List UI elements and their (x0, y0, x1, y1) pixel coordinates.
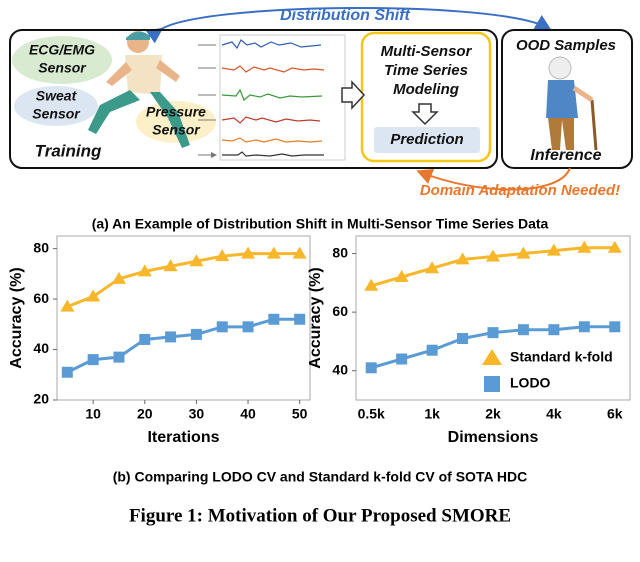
point (139, 333, 151, 345)
x-axis-title: Iterations (147, 429, 219, 446)
point (455, 252, 470, 265)
point (517, 324, 529, 336)
signals (198, 34, 439, 160)
y-tick-label: 60 (33, 290, 49, 306)
legend-label: Standard k-fold (510, 349, 613, 365)
x-tick-label: 2k (485, 406, 501, 422)
y-tick-label: 40 (332, 361, 348, 377)
point (111, 271, 126, 284)
figure-caption: Figure 1: Motivation of Our Proposed SMO… (129, 505, 511, 526)
point (609, 321, 621, 333)
elder (546, 56, 598, 151)
point (165, 331, 177, 343)
plot-frame (355, 235, 631, 401)
diagram-label: Domain Adaptation Needed! (420, 182, 620, 199)
diagram-label: ECG/EMG (29, 42, 95, 58)
y-tick-label: 40 (33, 340, 49, 356)
charts: 20 40 60 80 10 20 30 40 50 Iterations Accuracy (%)… (8, 235, 631, 446)
x-tick-label: 0.5k (358, 406, 385, 422)
x-tick-label: 1k (424, 406, 440, 422)
y-tick-label: 60 (332, 303, 348, 319)
point (577, 240, 592, 253)
runner (88, 31, 190, 148)
legend-label: LODO (510, 375, 551, 391)
x-tick-label: 40 (240, 406, 256, 422)
x-axis-title: Dimensions (448, 429, 539, 446)
training-box (9, 29, 498, 169)
point (189, 254, 204, 267)
diagram-label: OOD Samples (516, 37, 616, 54)
legend-marker (484, 376, 500, 392)
y-tick-label: 80 (332, 244, 348, 260)
point (365, 362, 377, 374)
prediction-box (374, 127, 480, 153)
caption: (a) An Example of Distribution Shift in … (92, 216, 549, 232)
x-tick-label: 4k (546, 406, 562, 422)
diagram-label: Sweat (36, 88, 78, 104)
x-tick-label: 20 (137, 406, 153, 422)
sensor-bubble (12, 36, 112, 84)
sensor-bubble (14, 86, 98, 126)
point (241, 246, 256, 259)
diagram-label: Prediction (390, 131, 463, 148)
diagram-label: Sensor (32, 106, 81, 122)
point (292, 246, 307, 259)
shift-label: Distribution Shift (280, 7, 410, 24)
point (87, 354, 99, 366)
adaptation-arrow (416, 167, 571, 191)
point (487, 327, 499, 339)
x-tick-label: 6k (607, 406, 623, 422)
y-tick-label: 20 (33, 391, 49, 407)
diagram-text: ECG/EMG Sensor Sweat Sensor Pressure Sensor Mu… (29, 37, 620, 199)
series-line (66, 317, 300, 374)
point (61, 366, 73, 378)
point (137, 264, 152, 277)
y-axis-title: Accuracy (%) (8, 267, 25, 368)
y-axis-title: Accuracy (%) (307, 267, 324, 368)
point (486, 249, 500, 262)
point (426, 344, 438, 356)
x-tick-label: 30 (189, 406, 205, 422)
shift-arrow (145, 6, 552, 44)
point (607, 240, 622, 253)
point (60, 299, 75, 312)
ood-box (501, 29, 633, 169)
diagram-label: Multi-Sensor (381, 43, 473, 60)
x-tick-label: 10 (85, 406, 101, 422)
point (396, 353, 408, 365)
diagram-label: Modeling (393, 81, 459, 98)
y-tick-label: 80 (33, 239, 49, 255)
diagram-label: Pressure (146, 104, 206, 120)
point (294, 313, 306, 325)
diagram: Distribution Shift (9, 6, 633, 191)
point (516, 246, 531, 259)
caption: (b) Comparing LODO CV and Standard k-fol… (113, 469, 528, 485)
legend-marker (482, 349, 502, 365)
series-line (66, 252, 300, 309)
diagram-label: Sensor (38, 60, 87, 76)
point (242, 321, 254, 333)
point (268, 313, 280, 325)
point (113, 351, 125, 363)
x-tick-label: 50 (292, 406, 308, 422)
point (266, 246, 281, 259)
plot-frame (56, 235, 311, 401)
point (163, 259, 178, 272)
diagram-label: Training (35, 141, 102, 160)
diagram-label: Time Series (384, 62, 468, 79)
point (425, 261, 440, 274)
point (548, 324, 560, 336)
point (86, 289, 101, 302)
point (578, 321, 590, 333)
diagram-label: Sensor (152, 122, 201, 138)
point (190, 328, 202, 340)
point (215, 249, 230, 262)
point (457, 333, 469, 344)
point (364, 278, 379, 291)
point (546, 243, 561, 256)
point (394, 270, 409, 282)
point (216, 321, 228, 333)
diagram-label: Inference (530, 147, 601, 164)
